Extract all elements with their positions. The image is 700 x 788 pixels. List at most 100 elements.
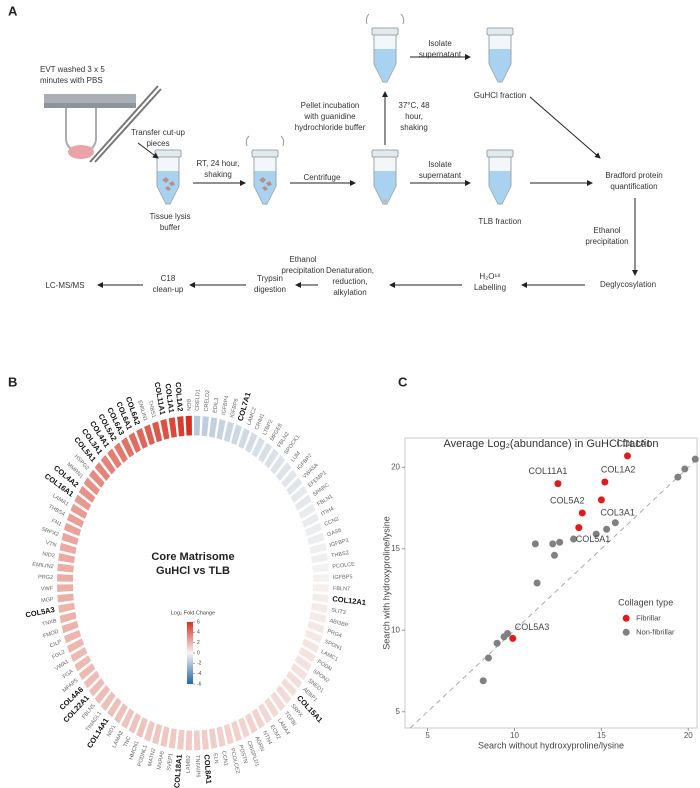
tube-liquid [489, 49, 511, 82]
x-tick-label: 5 [425, 731, 430, 740]
ring-bar [312, 573, 329, 582]
colorbar-tick-label: 4 [197, 630, 200, 636]
point [531, 540, 539, 548]
point-label: COL1A2 [601, 464, 636, 474]
gene-label: CRELD2 [204, 390, 212, 412]
ring-bar [144, 720, 155, 742]
ring-bar [94, 462, 111, 482]
gene-label: ABI3BP [329, 618, 349, 629]
point [556, 538, 564, 546]
ring-bar [298, 503, 316, 519]
tube [365, 13, 405, 83]
step-label: Labelling [474, 283, 506, 292]
gene-label: SLIT3 [331, 607, 347, 616]
gene-label: ITIH4 [320, 506, 335, 518]
ring-bar [258, 703, 272, 724]
step-label: alkylation [333, 288, 366, 297]
gene-label: IGFBP5 [333, 574, 353, 581]
center-subtitle: GuHCl vs TLB [156, 565, 230, 577]
point-label: COL3A1 [600, 507, 635, 517]
step-label: GuHCl fraction [474, 91, 526, 100]
ring-bar [290, 485, 308, 503]
ring-bar [59, 542, 77, 555]
step-label: shaking [400, 123, 428, 132]
legend-title: Collagen type [618, 598, 673, 608]
ring-bar [61, 620, 79, 634]
tube-cap [371, 149, 399, 158]
colorbar-tick-label: -6 [197, 681, 202, 687]
ring-bar [114, 442, 128, 463]
ring-bar [231, 720, 242, 742]
y-tick-label: 10 [391, 625, 400, 634]
step-label: Bradford protein [605, 171, 662, 180]
ring-bar [258, 442, 272, 463]
step-label: Tissue lysis [149, 212, 190, 221]
colorbar-tick-label: 6 [197, 619, 200, 625]
tube [486, 149, 514, 205]
step-label: TLB fraction [478, 217, 521, 226]
ring-bar [251, 708, 265, 729]
gene-label: POSTN [237, 744, 248, 764]
tube [154, 149, 182, 205]
gene-label: CCN1 [220, 751, 229, 767]
step-label: with guanidine [303, 112, 356, 121]
ring-bar [168, 728, 177, 749]
step-label: minutes with PBS [40, 76, 103, 85]
ring-bar [58, 602, 75, 613]
gene-label: NID1 [106, 724, 117, 738]
ring-bar [74, 494, 92, 511]
point [493, 639, 501, 647]
ring-bar [61, 532, 79, 546]
step-label: clean-up [153, 285, 184, 294]
tweezers [89, 85, 162, 163]
gene-label: COL1A1 [163, 383, 176, 414]
tissue [68, 145, 94, 159]
ring-bar [168, 417, 177, 438]
ring-bar [251, 437, 265, 458]
x-tick-label: 10 [510, 731, 519, 740]
ring-bar [294, 494, 312, 511]
ring-bar [57, 573, 74, 582]
ring-bar [70, 503, 88, 519]
point [578, 509, 586, 517]
x-tick-label: 20 [684, 731, 693, 740]
arrow [137, 142, 159, 159]
step-label: RT, 24 hour, [197, 159, 240, 168]
gene-label: VWF [41, 586, 54, 592]
ring-bar [66, 638, 84, 653]
gene-label: EMILIN1 [136, 400, 148, 422]
gene-label: FN1 [50, 518, 62, 528]
panel-label: C [398, 374, 408, 389]
gene-label: COL1A2 [174, 382, 185, 412]
legend-marker [622, 628, 630, 636]
gene-label: LAMC2 [246, 407, 258, 426]
y-tick-label: 15 [391, 544, 400, 553]
plot-frame [404, 437, 698, 729]
gene-label: MATN2 [147, 748, 157, 767]
ring-bar [185, 730, 192, 751]
ring-bar [58, 553, 75, 564]
ring-bar [302, 513, 320, 528]
ring-bar [264, 697, 279, 718]
tube-liquid [489, 171, 511, 204]
point [554, 480, 562, 488]
point [550, 551, 558, 559]
point [601, 478, 609, 486]
gene-label: LAMB2 [186, 755, 192, 773]
ring-bar [312, 593, 329, 603]
step-label: 37°C, 48 [398, 101, 430, 110]
colorbar-title: Log₂ Fold Change [171, 610, 215, 616]
point-label: COL5A2 [550, 495, 585, 505]
gene-label: AGRN [253, 735, 265, 752]
point [479, 677, 487, 685]
panel-label: A [8, 3, 18, 18]
ring-bar [66, 513, 84, 528]
ring-bar [245, 432, 258, 454]
shake-marks [245, 135, 285, 147]
gene-label: FBLN7 [333, 586, 350, 593]
colorbar-tick-label: -4 [197, 671, 202, 677]
ring-bar [275, 462, 292, 482]
step-label: Isolate [428, 39, 452, 48]
legend-marker [622, 614, 630, 622]
